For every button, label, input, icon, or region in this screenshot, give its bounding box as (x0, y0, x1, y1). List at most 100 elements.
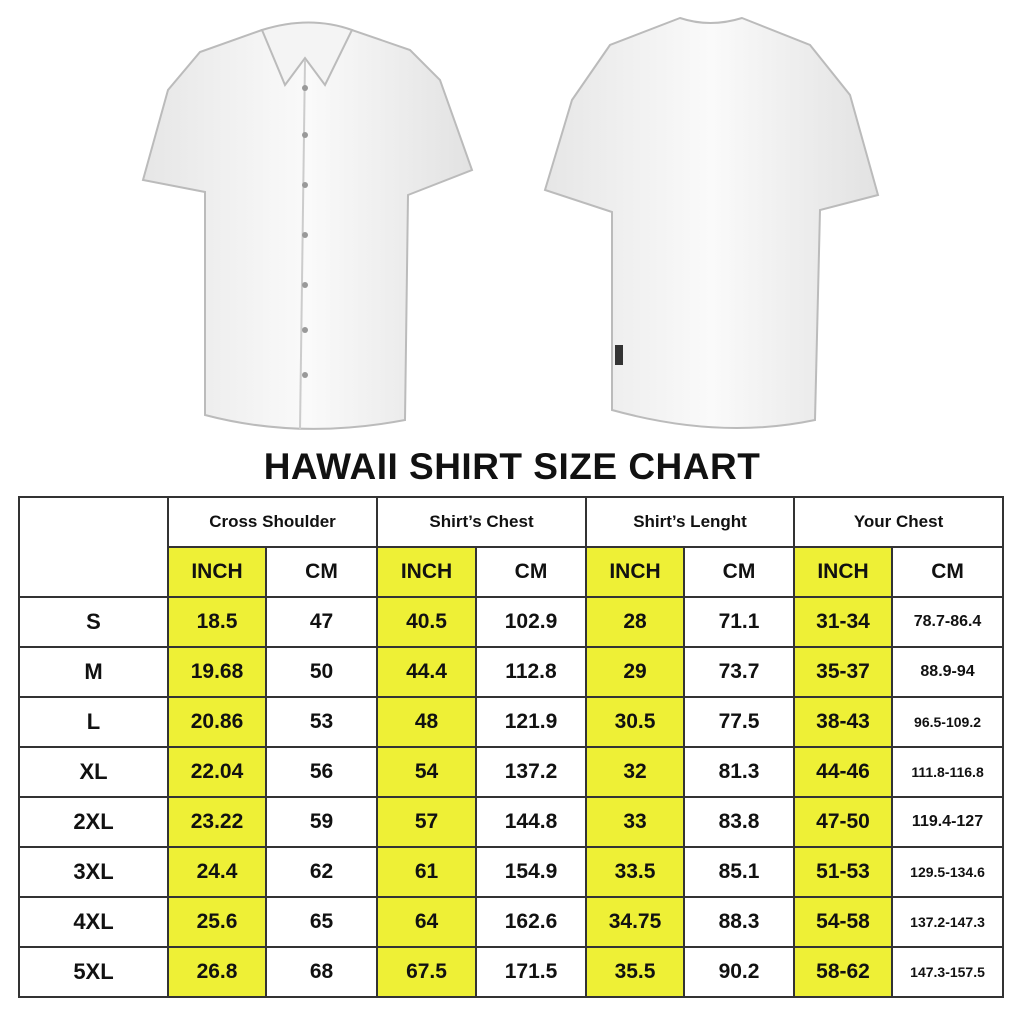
group-header: Shirt’s Lenght (585, 496, 796, 548)
corner-cell (18, 496, 169, 598)
value-cell: 54 (376, 746, 477, 798)
value-cell: 137.2 (474, 746, 588, 798)
size-label: L (18, 696, 169, 748)
value-cell: 96.5-109.2 (891, 696, 1005, 748)
table-row: M 19.68 50 44.4 112.8 29 73.7 35-37 88.9-94 (18, 646, 1005, 698)
unit-header: INCH (793, 546, 894, 598)
value-cell: 147.3-157.5 (891, 946, 1005, 998)
value-cell: 25.6 (167, 896, 267, 948)
value-cell: 71.1 (683, 596, 796, 648)
value-cell: 20.86 (167, 696, 267, 748)
value-cell: 54-58 (793, 896, 894, 948)
value-cell: 61 (376, 846, 477, 898)
size-chart-table: Cross Shoulder Shirt’s Chest Shirt’s Len… (18, 496, 1005, 998)
value-cell: 111.8-116.8 (891, 746, 1005, 798)
value-cell: 44-46 (793, 746, 894, 798)
value-cell: 48 (376, 696, 477, 748)
unit-header: CM (891, 546, 1005, 598)
value-cell: 137.2-147.3 (891, 896, 1005, 948)
value-cell: 56 (265, 746, 378, 798)
value-cell: 68 (265, 946, 378, 998)
value-cell: 22.04 (167, 746, 267, 798)
unit-header: INCH (585, 546, 686, 598)
value-cell: 81.3 (683, 746, 796, 798)
value-cell: 62 (265, 846, 378, 898)
value-cell: 59 (265, 796, 378, 848)
value-cell: 33 (585, 796, 686, 848)
size-label: 4XL (18, 896, 169, 948)
value-cell: 47-50 (793, 796, 894, 848)
value-cell: 33.5 (585, 846, 686, 898)
value-cell: 26.8 (167, 946, 267, 998)
value-cell: 51-53 (793, 846, 894, 898)
size-label: S (18, 596, 169, 648)
size-label: M (18, 646, 169, 698)
value-cell: 38-43 (793, 696, 894, 748)
unit-header: CM (265, 546, 378, 598)
shirt-front-image (141, 21, 474, 431)
value-cell: 171.5 (474, 946, 588, 998)
value-cell: 34.75 (585, 896, 686, 948)
value-cell: 19.68 (167, 646, 267, 698)
group-header: Cross Shoulder (167, 496, 378, 548)
value-cell: 53 (265, 696, 378, 748)
value-cell: 31-34 (793, 596, 894, 648)
page-title: HAWAII SHIRT SIZE CHART (263, 446, 761, 487)
value-cell: 73.7 (683, 646, 796, 698)
table-row: XL 22.04 56 54 137.2 32 81.3 44-46 111.8-116.8 (18, 746, 1005, 798)
value-cell: 129.5-134.6 (891, 846, 1005, 898)
value-cell: 35-37 (793, 646, 894, 698)
shirt-back-image (543, 16, 880, 429)
value-cell: 119.4-127 (891, 796, 1005, 848)
value-cell: 29 (585, 646, 686, 698)
value-cell: 28 (585, 596, 686, 648)
value-cell: 85.1 (683, 846, 796, 898)
table-row: L 20.86 53 48 121.9 30.5 77.5 38-43 96.5-109.2 (18, 696, 1005, 748)
value-cell: 154.9 (474, 846, 588, 898)
unit-header: INCH (167, 546, 267, 598)
group-header: Shirt’s Chest (375, 496, 588, 548)
value-cell: 112.8 (474, 646, 588, 698)
value-cell: 67.5 (376, 946, 477, 998)
value-cell: 40.5 (376, 596, 477, 648)
table-row: 5XL 26.8 68 67.5 171.5 35.5 90.2 58-62 147.3-157… (18, 946, 1005, 998)
unit-header-row: INCH CM INCH CM INCH CM INCH CM (19, 546, 1005, 598)
value-cell: 90.2 (683, 946, 796, 998)
value-cell: 32 (585, 746, 686, 798)
unit-header: CM (474, 546, 588, 598)
shirt-images (141, 16, 880, 431)
value-cell: 162.6 (474, 896, 588, 948)
value-cell: 58-62 (793, 946, 894, 998)
value-cell: 102.9 (474, 596, 588, 648)
size-label: 5XL (18, 946, 169, 998)
value-cell: 77.5 (683, 696, 796, 748)
table-row: 2XL 23.22 59 57 144.8 33 83.8 47-50 119.4-127 (18, 796, 1005, 848)
size-label: XL (18, 746, 169, 798)
value-cell: 88.9-94 (891, 646, 1005, 698)
value-cell: 88.3 (683, 896, 796, 948)
value-cell: 30.5 (585, 696, 686, 748)
value-cell: 78.7-86.4 (891, 596, 1005, 648)
table-row: S 18.5 47 40.5 102.9 28 71.1 31-34 78.7-86.4 (18, 596, 1005, 648)
table-row: 3XL 24.4 62 61 154.9 33.5 85.1 51-53 129.5-134.6 (18, 846, 1005, 898)
size-label: 2XL (18, 796, 169, 848)
value-cell: 121.9 (474, 696, 588, 748)
unit-header: INCH (376, 546, 477, 598)
unit-header: CM (683, 546, 796, 598)
group-header-row: Cross Shoulder Shirt’s Chest Shirt’s Len… (18, 496, 1005, 598)
size-label: 3XL (18, 846, 169, 898)
value-cell: 24.4 (167, 846, 267, 898)
value-cell: 83.8 (683, 796, 796, 848)
value-cell: 64 (376, 896, 477, 948)
value-cell: 57 (376, 796, 477, 848)
value-cell: 18.5 (167, 596, 267, 648)
value-cell: 144.8 (474, 796, 588, 848)
value-cell: 65 (265, 896, 378, 948)
value-cell: 35.5 (585, 946, 686, 998)
table-row: 4XL 25.6 65 64 162.6 34.75 88.3 54-58 137.2-147.… (18, 896, 1005, 948)
value-cell: 23.22 (167, 796, 267, 848)
value-cell: 44.4 (376, 646, 477, 698)
group-header: Your Chest (793, 496, 1005, 548)
value-cell: 50 (265, 646, 378, 698)
value-cell: 47 (265, 596, 378, 648)
